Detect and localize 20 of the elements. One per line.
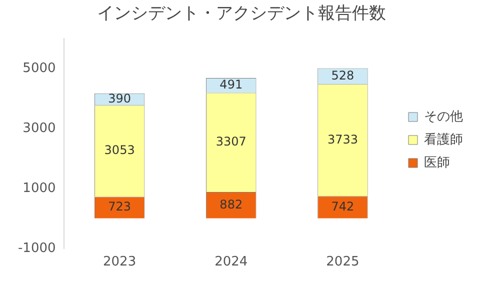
- legend-label: その他: [424, 109, 463, 124]
- legend-label: 医師: [424, 155, 450, 170]
- data-label: 723: [108, 200, 132, 214]
- y-tick-label: 5000: [22, 60, 56, 76]
- y-tick-label: -1000: [18, 240, 56, 256]
- y-tick-label: 3000: [22, 120, 56, 136]
- data-label: 742: [331, 199, 354, 214]
- x-tick-label: 2025: [326, 254, 360, 270]
- data-label: 3307: [216, 134, 246, 148]
- chart-title: インシデント・アクシデント報告件数: [97, 4, 386, 24]
- data-label: 882: [220, 197, 243, 212]
- data-label: 3733: [327, 132, 358, 146]
- data-label: 528: [331, 68, 354, 82]
- x-tick-label: 2023: [103, 254, 136, 270]
- legend-label: 看護師: [424, 132, 463, 148]
- x-tick-label: 2024: [214, 254, 248, 270]
- data-label: 3053: [104, 143, 135, 158]
- data-label: 491: [220, 77, 243, 92]
- y-tick-label: 1000: [22, 180, 56, 196]
- data-label: 390: [108, 91, 132, 106]
